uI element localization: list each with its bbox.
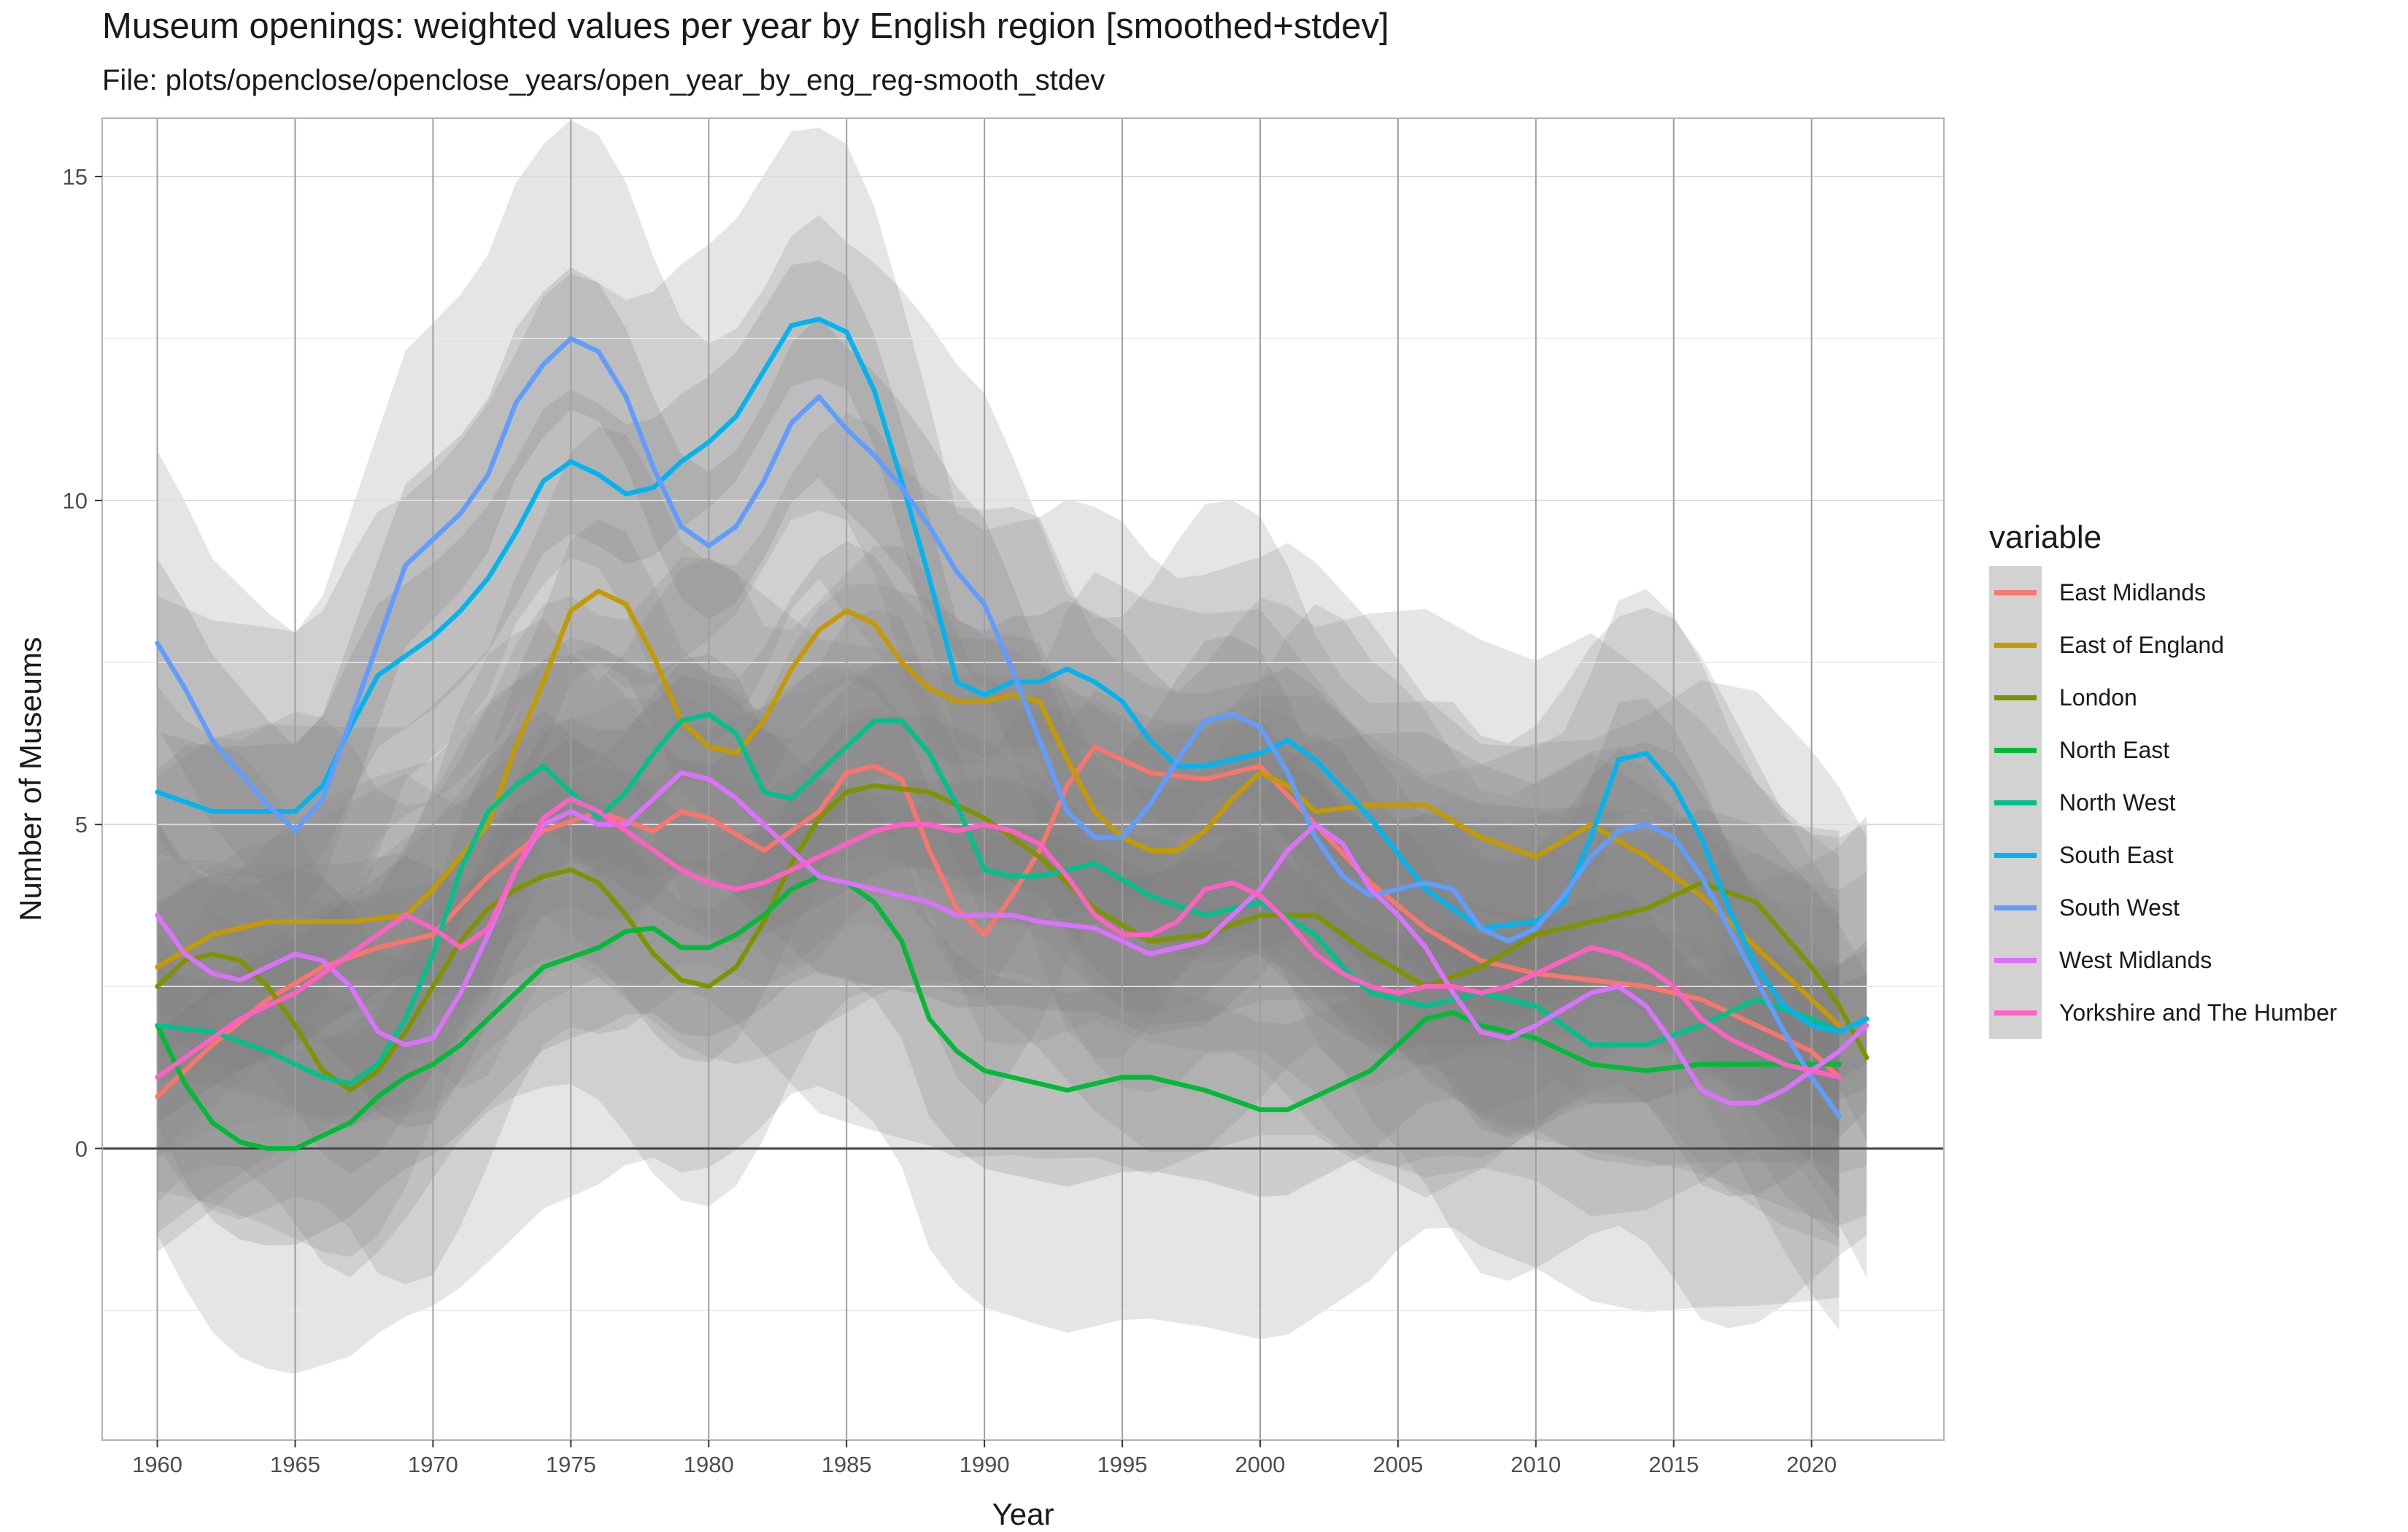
x-axis-title: Year (992, 1497, 1054, 1531)
stdev-band-outer-london (157, 583, 1867, 1278)
y-axis-title: Number of Museums (13, 637, 47, 921)
x-tick-label: 2010 (1510, 1452, 1561, 1477)
legend-swatch (1994, 800, 2037, 805)
x-tick-label: 1965 (270, 1452, 320, 1477)
stdev-band-inner-north-east (157, 781, 1840, 1246)
chart-subtitle: File: plots/openclose/openclose_years/op… (102, 64, 1105, 96)
stdev-band-outer-north-west (157, 546, 1867, 1258)
legend-label: Yorkshire and The Humber (2059, 999, 2337, 1026)
legend-key (1989, 934, 2042, 986)
axes: 1960 1965 1970 1975 1980 1985 1990 1995 2000 2005… (13, 117, 1945, 1531)
legend-label: South East (2059, 841, 2174, 868)
legend-label: East of England (2059, 631, 2224, 658)
panel-border (101, 117, 1945, 1441)
legend: variable East Midlands East of England Lon… (1989, 519, 2408, 1039)
legend-key (1989, 881, 2042, 934)
legend-swatch (1994, 958, 2037, 963)
legend-key (1989, 619, 2042, 671)
stdev-band-outer-yorkshire-and-the-humber (157, 637, 1840, 1252)
x-tick-label: 1990 (960, 1452, 1010, 1477)
legend-item-south-west: South West (1989, 881, 2408, 934)
legend-swatch (1994, 1010, 2037, 1015)
legend-item-east-of-england: East of England (1989, 619, 2408, 671)
legend-item-london: London (1989, 671, 2408, 724)
legend-label: East Midlands (2059, 579, 2206, 606)
x-tick-label: 2020 (1786, 1452, 1837, 1477)
y-tick-label: 0 (75, 1136, 88, 1161)
legend-swatch (1994, 590, 2037, 595)
x-tick-label: 1970 (408, 1452, 458, 1477)
legend-title: variable (1989, 519, 2102, 555)
x-tick-label: 1985 (822, 1452, 872, 1477)
legend-item-yorkshire-and-the-humber: Yorkshire and The Humber (1989, 986, 2408, 1039)
y-tick-label: 15 (63, 164, 88, 190)
x-tick-label: 1980 (684, 1452, 734, 1477)
x-tick-label: 1995 (1097, 1452, 1148, 1477)
x-tick-label: 2015 (1648, 1452, 1699, 1477)
legend-item-north-west: North West (1989, 776, 2408, 829)
legend-label: South West (2059, 894, 2180, 921)
stdev-band-inner-east-of-england (157, 519, 1840, 1083)
legend-item-west-midlands: West Midlands (1989, 934, 2408, 986)
x-tick-label: 1975 (546, 1452, 596, 1477)
x-tick-label: 2000 (1235, 1452, 1285, 1477)
x-tick-label: 1960 (132, 1452, 182, 1477)
legend-key (1989, 776, 2042, 829)
legend-swatch (1994, 748, 2037, 753)
stdev-band-outer-west-midlands (157, 557, 1867, 1328)
series-lines (102, 317, 1944, 1151)
legend-items: East Midlands East of England London North … (1989, 566, 2408, 1039)
legend-key (1989, 724, 2042, 776)
stdev-band-inner-yorkshire-and-the-humber (157, 738, 1840, 1131)
stdev-band-inner-east-midlands (157, 689, 1840, 1158)
y-tick-label: 5 (75, 812, 88, 837)
series-line-east-midlands (155, 744, 1842, 1099)
series-line-north-west (155, 711, 1869, 1086)
chart-title: Museum openings: weighted values per yea… (102, 7, 1389, 46)
y-tick-label: 10 (63, 488, 88, 514)
legend-key (1989, 986, 2042, 1039)
legend-label: North East (2059, 736, 2170, 763)
legend-key (1989, 829, 2042, 881)
legend-item-north-east: North East (1989, 724, 2408, 776)
legend-item-south-east: South East (1989, 829, 2408, 881)
legend-label: London (2059, 684, 2137, 711)
stdev-band-outer-north-east (157, 666, 1840, 1374)
series-line-south-west (155, 336, 1842, 1119)
stdev-band-inner-london (157, 714, 1867, 1175)
legend-swatch (1994, 695, 2037, 700)
stdev-bands (157, 120, 1867, 1374)
legend-key (1989, 671, 2042, 724)
series-line-south-east (155, 317, 1869, 1034)
series-line-london (155, 783, 1869, 1093)
legend-label: North West (2059, 789, 2176, 816)
legend-key (1989, 566, 2042, 619)
series-line-east-of-england (155, 589, 1842, 1028)
legend-swatch (1994, 643, 2037, 648)
x-tick-label: 2005 (1373, 1452, 1423, 1477)
legend-swatch (1994, 853, 2037, 858)
legend-swatch (1994, 905, 2037, 910)
legend-item-east-midlands: East Midlands (1989, 566, 2408, 619)
stdev-band-outer-east-of-england (157, 413, 1840, 1196)
legend-label: West Midlands (2059, 946, 2212, 973)
stdev-band-outer-east-midlands (157, 572, 1840, 1239)
series-line-west-midlands (155, 770, 1869, 1106)
stdev-band-outer-south-east (157, 128, 1867, 1226)
stdev-band-inner-north-west (157, 654, 1867, 1128)
series-line-yorkshire-and-the-humber (155, 796, 1842, 1080)
